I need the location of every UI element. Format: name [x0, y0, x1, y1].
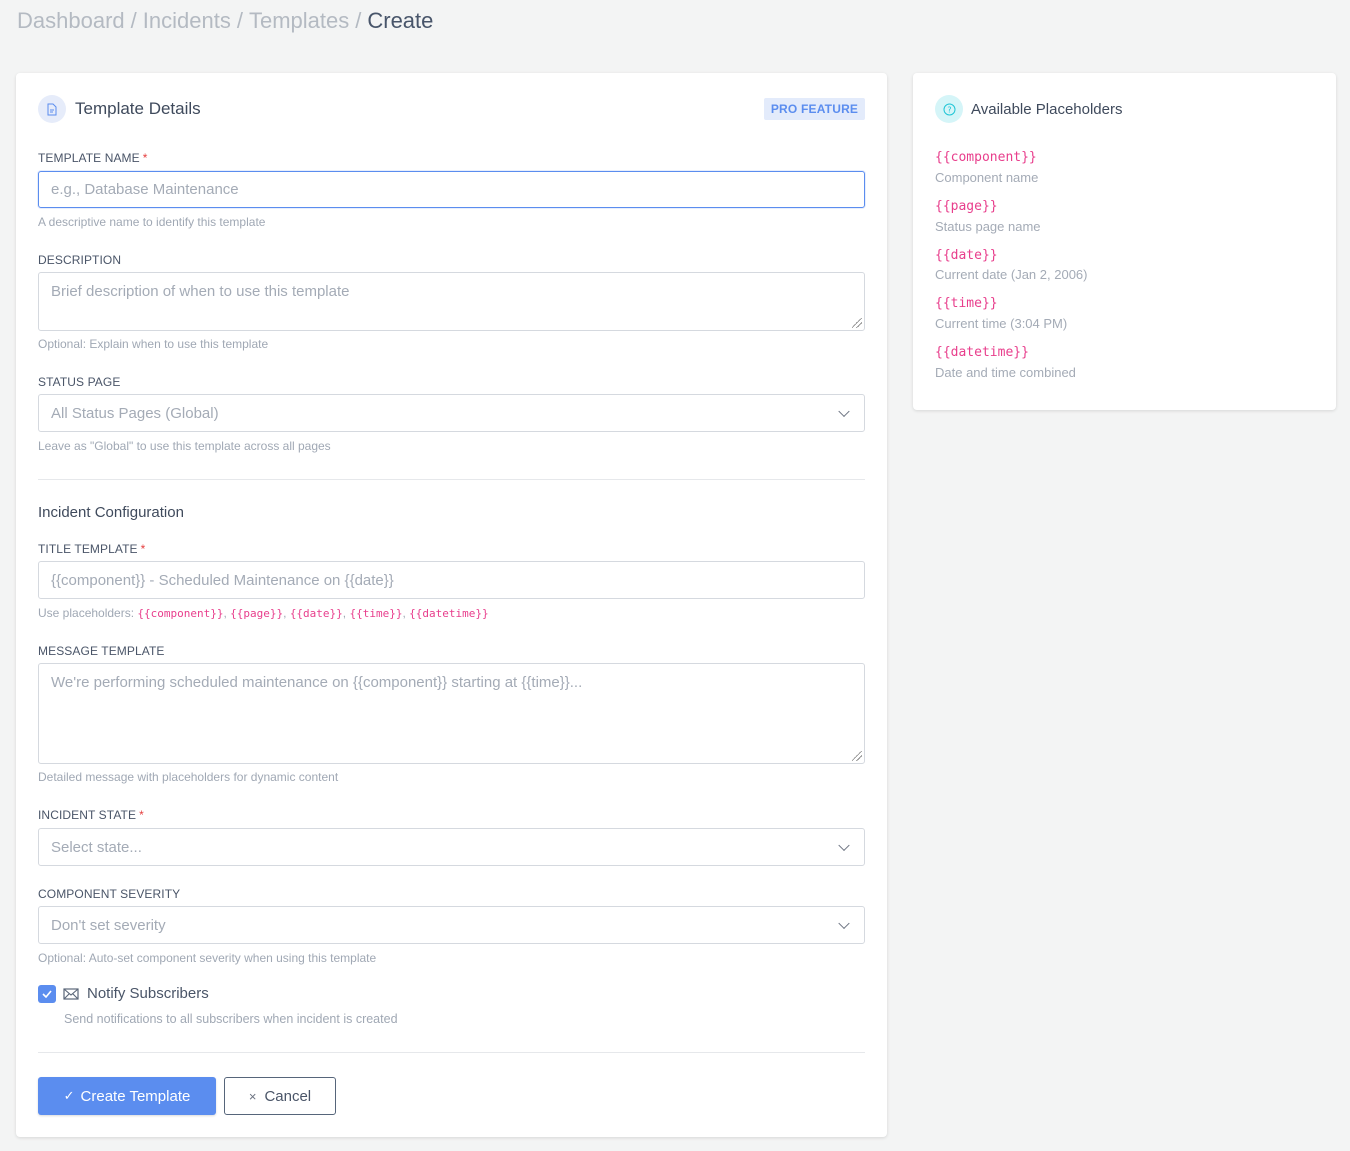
placeholders-title: Available Placeholders [971, 101, 1123, 118]
incident-state-label: INCIDENT STATE * [38, 808, 144, 822]
placeholder-desc: Date and time combined [935, 365, 1076, 380]
component-severity-help: Optional: Auto-set component severity wh… [38, 951, 377, 965]
breadcrumb-dashboard[interactable]: Dashboard [17, 8, 125, 33]
divider [38, 1052, 865, 1053]
description-textarea[interactable]: Brief description of when to use this te… [38, 272, 865, 331]
description-help: Optional: Explain when to use this templ… [38, 337, 269, 351]
section-title: Incident Configuration [38, 504, 184, 521]
title-template-input[interactable]: {{component}} - Scheduled Maintenance on… [38, 561, 865, 599]
placeholder-code: {{page}} [935, 199, 998, 214]
message-template-textarea[interactable]: We're performing scheduled maintenance o… [38, 663, 865, 764]
chevron-down-icon [838, 405, 850, 418]
placeholder-desc: Current date (Jan 2, 2006) [935, 267, 1088, 282]
document-icon [38, 95, 66, 123]
breadcrumb-templates[interactable]: Templates [248, 8, 350, 33]
breadcrumb-separator: / [355, 8, 362, 33]
template-name-input[interactable]: e.g., Database Maintenance [38, 171, 865, 208]
cancel-button[interactable]: × Cancel [224, 1077, 336, 1115]
title-template-label: TITLE TEMPLATE * [38, 542, 146, 556]
check-icon [42, 990, 52, 998]
create-template-button[interactable]: ✓ Create Template [38, 1077, 216, 1115]
message-template-help: Detailed message with placeholders for d… [38, 770, 339, 784]
status-page-help: Leave as "Global" to use this template a… [38, 439, 331, 453]
breadcrumb: Dashboard / Incidents / Templates / Create [17, 8, 433, 34]
pro-feature-badge: PRO FEATURE [764, 98, 865, 120]
resize-handle[interactable] [852, 318, 862, 328]
status-page-label: STATUS PAGE [38, 375, 121, 389]
chevron-down-icon [838, 917, 850, 930]
breadcrumb-separator: / [236, 8, 243, 33]
placeholder-code: {{component}} [935, 150, 1037, 165]
breadcrumb-incidents[interactable]: Incidents [142, 8, 231, 33]
placeholder-code: {{datetime}} [409, 607, 489, 620]
breadcrumb-current: Create [367, 8, 434, 33]
envelope-icon [63, 988, 79, 1000]
help-circle-icon: ? [935, 95, 963, 123]
check-icon: ✓ [63, 1088, 75, 1103]
component-severity-label: COMPONENT SEVERITY [38, 887, 181, 901]
placeholder-desc: Status page name [935, 219, 1041, 234]
notify-label[interactable]: Notify Subscribers [87, 985, 209, 1002]
close-icon: × [248, 1088, 257, 1104]
placeholder-code: {{time}} [935, 296, 998, 311]
placeholders-card: ? Available Placeholders {{component}} C… [913, 73, 1336, 410]
placeholder-code: {{datetime}} [935, 345, 1029, 360]
template-name-label: TEMPLATE NAME * [38, 151, 148, 165]
divider [38, 479, 865, 480]
placeholder-code: {{date}} [289, 607, 343, 620]
placeholder-desc: Component name [935, 170, 1039, 185]
resize-handle[interactable] [852, 751, 862, 761]
placeholder-desc: Current time (3:04 PM) [935, 316, 1068, 331]
card-title: Template Details [75, 99, 201, 118]
incident-state-select[interactable]: Select state... [38, 828, 865, 866]
template-details-card: Template Details PRO FEATURE TEMPLATE NA… [16, 73, 887, 1137]
notify-help: Send notifications to all subscribers wh… [64, 1012, 398, 1026]
svg-text:?: ? [947, 105, 951, 114]
placeholder-code: {{date}} [935, 248, 998, 263]
message-template-label: MESSAGE TEMPLATE [38, 644, 165, 658]
notify-checkbox[interactable] [38, 985, 56, 1003]
chevron-down-icon [838, 839, 850, 852]
placeholder-code: {{time}} [349, 607, 403, 620]
breadcrumb-separator: / [130, 8, 137, 33]
placeholder-code: {{page}} [230, 607, 284, 620]
status-page-select[interactable]: All Status Pages (Global) [38, 394, 865, 432]
title-template-help: Use placeholders: {{component}}, {{page}… [38, 606, 489, 620]
placeholder-code: {{component}} [137, 607, 224, 620]
template-name-help: A descriptive name to identify this temp… [38, 215, 266, 229]
description-label: DESCRIPTION [38, 253, 122, 267]
component-severity-select[interactable]: Don't set severity [38, 906, 865, 944]
